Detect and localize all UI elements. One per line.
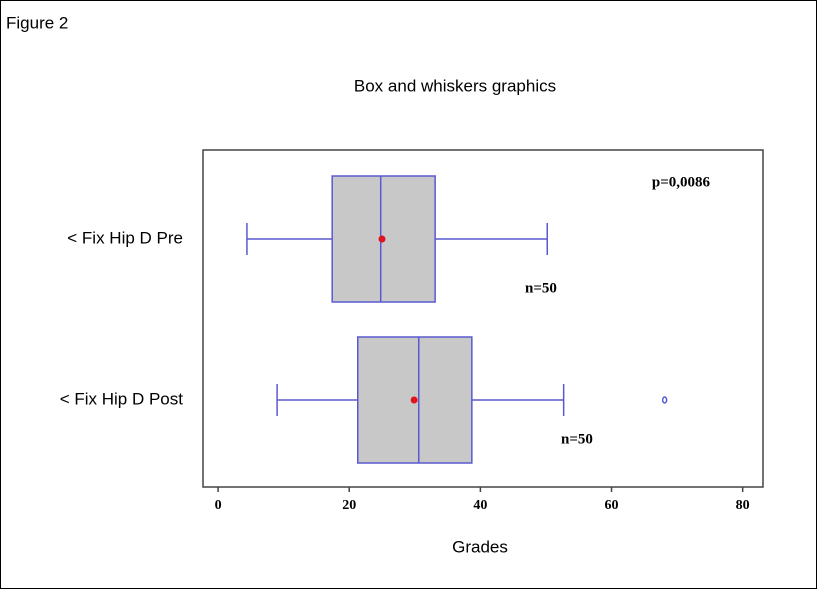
mean (410, 396, 418, 404)
x-tick-label: 20 (342, 498, 356, 513)
n-label: n=50 (561, 431, 593, 447)
plot-frame (202, 149, 764, 488)
x-tick-label: 60 (605, 498, 619, 513)
x-tick-label: 80 (736, 498, 750, 513)
figure-label: Figure 2 (6, 13, 68, 32)
x-tick-label: 40 (473, 498, 487, 513)
n-label: n=50 (525, 280, 557, 296)
y-tick-label: < Fix Hip D Pre (67, 228, 183, 247)
annotation: p=0,0086 (652, 174, 711, 190)
x-axis-label: Grades (452, 537, 508, 556)
y-tick-label: < Fix Hip D Post (60, 389, 184, 408)
chart-title: Box and whiskers graphics (354, 76, 556, 95)
flier (661, 396, 668, 404)
x-tick-label: 0 (215, 498, 222, 513)
mean (378, 235, 386, 243)
